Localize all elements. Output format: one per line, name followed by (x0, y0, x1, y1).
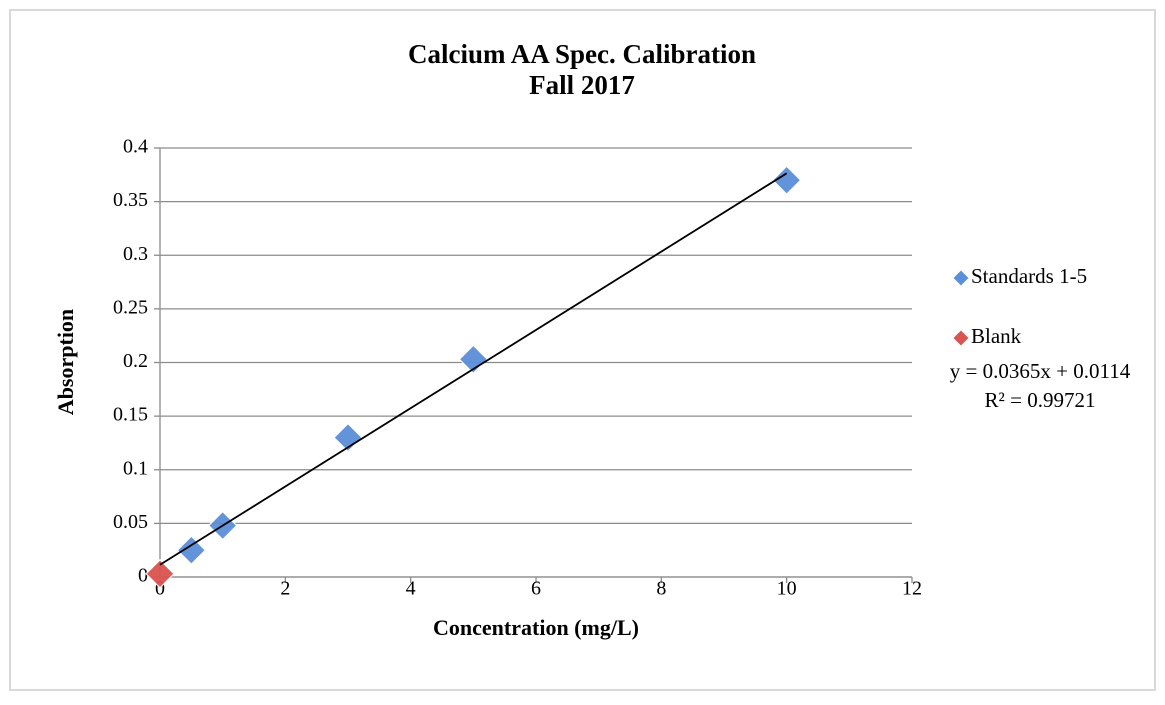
x-tick-label: 12 (902, 578, 922, 600)
x-tick-label: 6 (531, 578, 541, 600)
legend-marker (952, 269, 970, 287)
y-tick-label: 0.2 (123, 350, 148, 372)
x-tick-label: 10 (777, 578, 797, 600)
y-tick-label: 0.25 (113, 296, 148, 318)
legend-marker (952, 329, 970, 347)
y-tick-label: 0.35 (113, 189, 148, 211)
marker (333, 422, 363, 453)
trendline-r-squared: R² = 0.99721 (985, 388, 1096, 412)
x-tick-label: 2 (280, 578, 290, 600)
y-tick-label: 0.05 (113, 511, 148, 533)
chart-subtitle: Fall 2017 (529, 70, 635, 100)
chart-frame (9, 9, 1156, 691)
y-tick-label: 0.4 (123, 136, 148, 158)
marker (145, 558, 175, 589)
trendline (159, 172, 788, 566)
y-axis-title: Absorption (53, 309, 78, 415)
y-tick-label: 0.3 (123, 243, 148, 265)
trendline-equation: y = 0.0365x + 0.0114 (950, 359, 1131, 383)
marker (176, 535, 207, 566)
x-axis-title: Concentration (mg/L) (433, 615, 639, 640)
chart-title: Calcium AA Spec. Calibration (408, 39, 756, 69)
marker (458, 344, 489, 375)
y-tick-label: 0.15 (113, 404, 148, 426)
y-tick-label: 0 (138, 565, 148, 587)
x-tick-label: 4 (406, 578, 416, 600)
legend-label: Standards 1-5 (971, 264, 1087, 288)
y-tick-label: 0.1 (123, 457, 148, 479)
x-tick-label: 8 (656, 578, 666, 600)
marker (771, 165, 802, 196)
legend-label: Blank (971, 324, 1022, 348)
